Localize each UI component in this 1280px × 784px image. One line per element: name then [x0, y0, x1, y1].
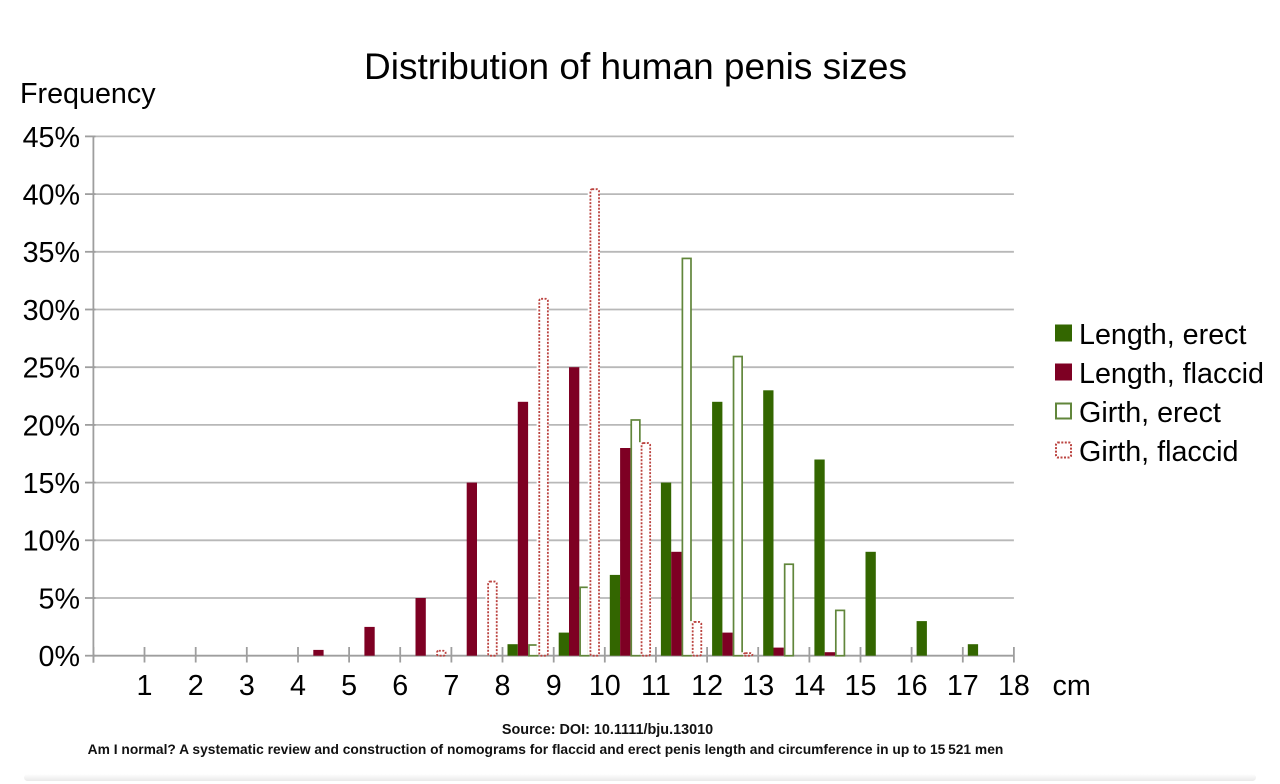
svg-text:9: 9	[546, 670, 562, 702]
svg-text:3: 3	[239, 670, 255, 702]
svg-text:20%: 20%	[23, 410, 80, 442]
svg-text:11: 11	[641, 670, 671, 702]
svg-text:4: 4	[290, 670, 306, 702]
svg-text:1: 1	[137, 670, 153, 702]
svg-text:Source: DOI: 10.1111/bju.13010: Source: DOI: 10.1111/bju.13010	[502, 722, 713, 738]
svg-text:14: 14	[793, 670, 825, 702]
svg-text:5: 5	[341, 670, 357, 702]
svg-text:30%: 30%	[23, 295, 80, 327]
svg-text:35%: 35%	[23, 237, 80, 269]
svg-text:7: 7	[443, 670, 459, 702]
svg-text:Girth, erect: Girth, erect	[1079, 397, 1221, 429]
svg-text:40%: 40%	[23, 180, 80, 212]
svg-text:15: 15	[845, 670, 877, 702]
svg-text:Length, erect: Length, erect	[1079, 319, 1246, 351]
svg-text:13: 13	[742, 670, 774, 702]
svg-text:8: 8	[495, 670, 511, 702]
svg-text:10%: 10%	[23, 526, 80, 558]
svg-text:cm: cm	[1053, 670, 1091, 702]
svg-text:5%: 5%	[39, 583, 80, 615]
svg-text:Length, flaccid: Length, flaccid	[1079, 358, 1264, 390]
svg-text:Distribution of human penis si: Distribution of human penis sizes	[364, 46, 907, 87]
svg-text:25%: 25%	[23, 353, 80, 385]
svg-text:Am I normal? A systematic revi: Am I normal? A systematic review and con…	[88, 742, 1004, 757]
svg-text:17: 17	[947, 670, 979, 702]
svg-text:Girth, flaccid: Girth, flaccid	[1079, 436, 1238, 468]
svg-text:15%: 15%	[23, 468, 80, 500]
svg-text:45%: 45%	[23, 122, 80, 154]
svg-text:Frequency: Frequency	[20, 78, 156, 110]
svg-text:6: 6	[392, 670, 408, 702]
svg-text:10: 10	[589, 670, 621, 702]
svg-text:12: 12	[691, 670, 723, 702]
svg-text:18: 18	[998, 670, 1030, 702]
svg-text:16: 16	[896, 670, 928, 702]
svg-text:0%: 0%	[39, 641, 80, 673]
svg-text:2: 2	[188, 670, 204, 702]
